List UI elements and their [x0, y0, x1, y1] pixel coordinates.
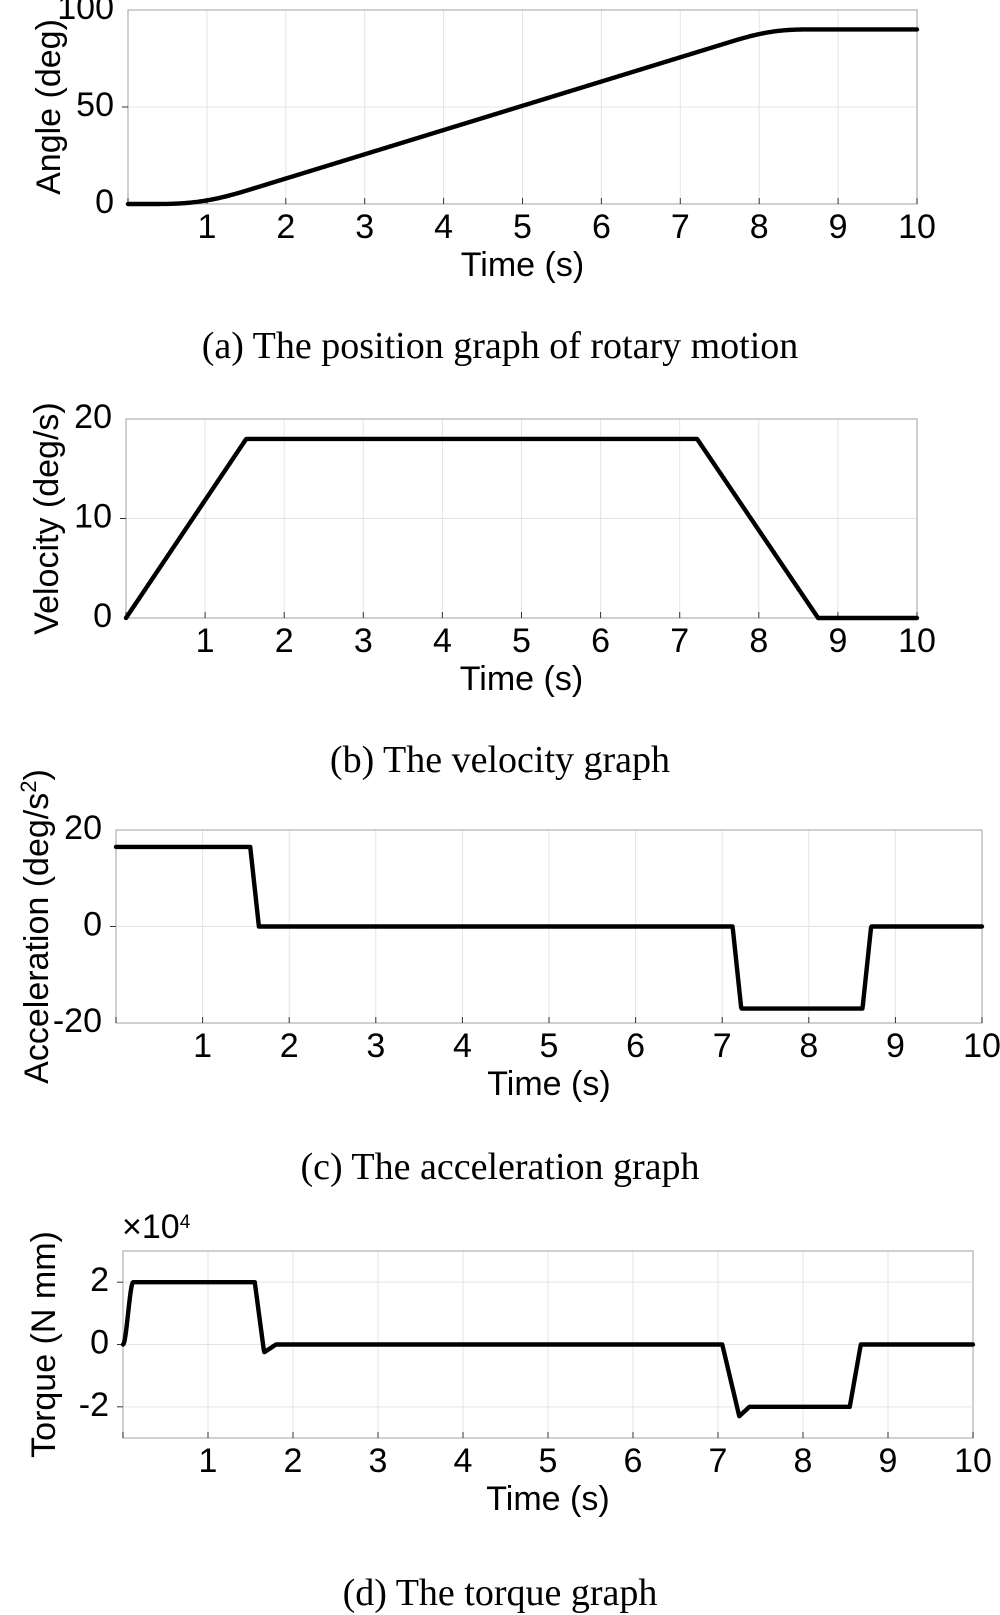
svg-text:2: 2 — [90, 1261, 109, 1299]
svg-text:9: 9 — [879, 1442, 898, 1480]
svg-text:10: 10 — [954, 1442, 992, 1480]
svg-text:×104: ×104 — [122, 1208, 191, 1246]
svg-text:8: 8 — [794, 1442, 813, 1480]
svg-text:0: 0 — [90, 1324, 109, 1362]
svg-text:6: 6 — [624, 1442, 643, 1480]
svg-text:-2: -2 — [79, 1386, 109, 1424]
svg-text:3: 3 — [369, 1442, 388, 1480]
svg-text:7: 7 — [709, 1442, 728, 1480]
svg-text:Time (s): Time (s) — [486, 1480, 609, 1518]
svg-text:1: 1 — [199, 1442, 218, 1480]
svg-text:4: 4 — [454, 1442, 473, 1480]
svg-text:5: 5 — [539, 1442, 558, 1480]
svg-text:Torque (N mm): Torque (N mm) — [25, 1231, 63, 1458]
svg-text:2: 2 — [284, 1442, 303, 1480]
